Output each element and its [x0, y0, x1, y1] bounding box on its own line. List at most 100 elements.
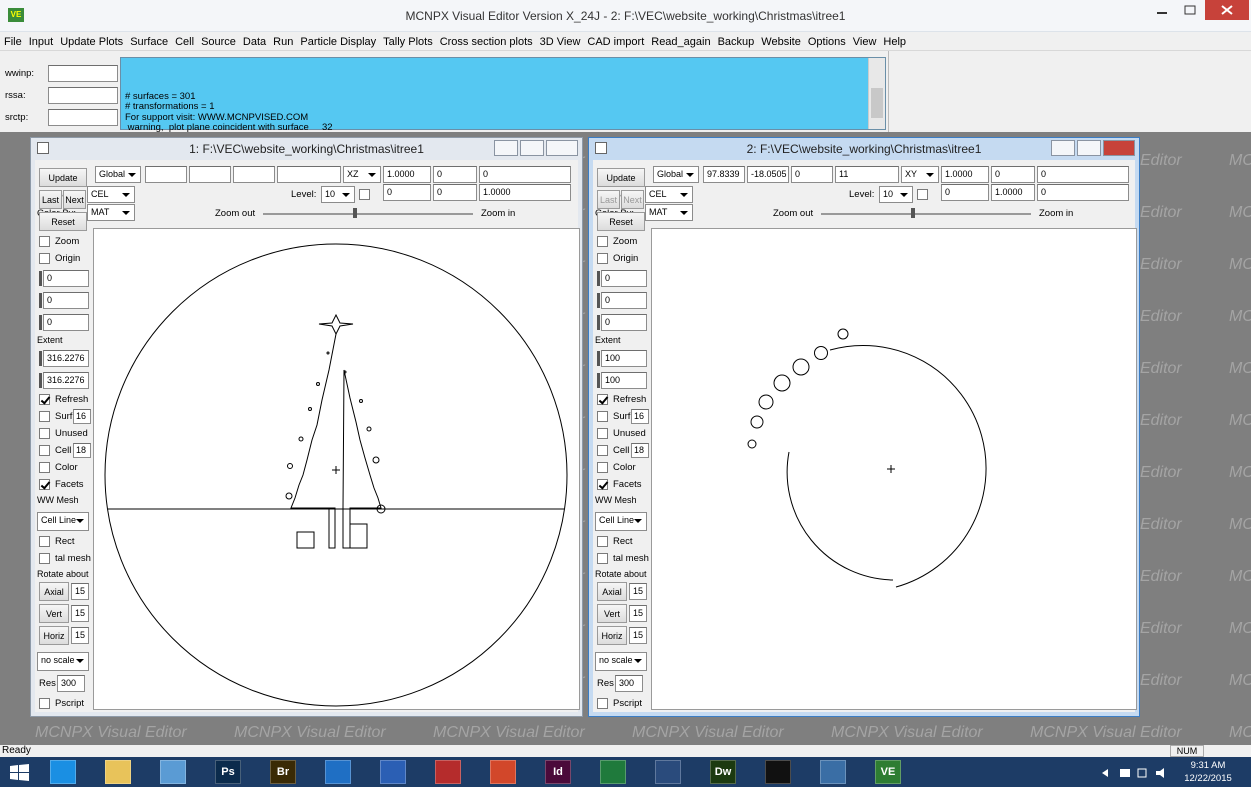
vector-field[interactable]: 0: [479, 166, 571, 183]
button[interactable]: Axial: [597, 582, 627, 601]
vector-field[interactable]: 1.0000: [383, 166, 431, 183]
slider-thumb[interactable]: [911, 208, 915, 218]
plane-select[interactable]: XY: [901, 166, 939, 183]
number-field[interactable]: 16: [73, 409, 91, 424]
menu-item[interactable]: Input: [29, 36, 53, 48]
button[interactable]: Vert: [39, 604, 69, 623]
taskbar-app[interactable]: [105, 760, 131, 784]
coord-field[interactable]: [145, 166, 187, 183]
text-input[interactable]: [48, 87, 118, 104]
number-field[interactable]: 0: [601, 292, 647, 309]
checkbox[interactable]: [597, 253, 608, 264]
coord-field[interactable]: -18.0505: [747, 166, 789, 183]
number-field[interactable]: 15: [71, 583, 89, 600]
maximize-button[interactable]: [1177, 0, 1203, 20]
checkbox[interactable]: [597, 479, 608, 490]
close-button[interactable]: [1103, 140, 1135, 156]
checkbox[interactable]: [597, 553, 608, 564]
taskbar-app[interactable]: [655, 760, 681, 784]
minimize-button[interactable]: [1148, 0, 1176, 20]
number-field[interactable]: 0: [43, 292, 89, 309]
button[interactable]: Axial: [39, 582, 69, 601]
menu-item[interactable]: View: [853, 36, 877, 48]
taskbar-app[interactable]: [820, 760, 846, 784]
button[interactable]: Next: [63, 190, 86, 209]
spin-bar[interactable]: [39, 373, 42, 388]
spin-bar[interactable]: [597, 351, 600, 366]
coord-field[interactable]: 11: [835, 166, 899, 183]
checkbox[interactable]: [39, 253, 50, 264]
menu-item[interactable]: Backup: [718, 36, 755, 48]
number-field[interactable]: 300: [615, 675, 643, 692]
checkbox[interactable]: [39, 462, 50, 473]
menu-item[interactable]: File: [4, 36, 22, 48]
menu-item[interactable]: Cross section plots: [440, 36, 533, 48]
minimize-button[interactable]: [1051, 140, 1075, 156]
checkbox[interactable]: [597, 462, 608, 473]
menu-item[interactable]: Help: [883, 36, 906, 48]
menu-item[interactable]: Update Plots: [60, 36, 123, 48]
color-select[interactable]: MAT: [645, 204, 693, 221]
taskbar-app[interactable]: [160, 760, 186, 784]
menu-item[interactable]: Tally Plots: [383, 36, 433, 48]
menu-item[interactable]: Read_again: [651, 36, 710, 48]
slider-thumb[interactable]: [353, 208, 357, 218]
dropdown[interactable]: no scale: [37, 652, 89, 671]
vector-field[interactable]: 0: [1037, 166, 1129, 183]
menu-item[interactable]: Data: [243, 36, 266, 48]
checkbox[interactable]: [39, 394, 50, 405]
checkbox[interactable]: [39, 445, 50, 456]
coord-field[interactable]: [189, 166, 231, 183]
checkbox[interactable]: [39, 428, 50, 439]
number-field[interactable]: 300: [57, 675, 85, 692]
number-field[interactable]: 0: [43, 314, 89, 331]
checkbox[interactable]: [597, 428, 608, 439]
number-field[interactable]: 15: [629, 605, 647, 622]
spin-bar[interactable]: [597, 293, 600, 308]
dropdown[interactable]: Cell Line: [37, 512, 89, 531]
level-checkbox[interactable]: [359, 189, 370, 200]
taskbar-app[interactable]: [50, 760, 76, 784]
coord-select[interactable]: Global: [95, 166, 141, 183]
level-checkbox[interactable]: [917, 189, 928, 200]
taskbar-app[interactable]: VE: [875, 760, 901, 784]
spin-bar[interactable]: [39, 271, 42, 286]
checkbox[interactable]: [39, 553, 50, 564]
taskbar-app[interactable]: [490, 760, 516, 784]
menu-item[interactable]: Website: [761, 36, 801, 48]
zoom-slider[interactable]: [821, 213, 1031, 215]
checkbox[interactable]: [597, 536, 608, 547]
button[interactable]: Reset: [597, 212, 645, 231]
taskbar-app[interactable]: [600, 760, 626, 784]
vector-field[interactable]: 1.0000: [991, 184, 1035, 201]
text-input[interactable]: [48, 65, 118, 82]
checkbox[interactable]: [597, 394, 608, 405]
number-field[interactable]: 100: [601, 350, 647, 367]
checkbox[interactable]: [597, 411, 608, 422]
menu-item[interactable]: Options: [808, 36, 846, 48]
taskbar-app[interactable]: [380, 760, 406, 784]
coord-field[interactable]: [233, 166, 275, 183]
number-field[interactable]: 15: [71, 627, 89, 644]
vector-field[interactable]: 0: [941, 184, 989, 201]
button[interactable]: Reset: [39, 212, 87, 231]
spin-bar[interactable]: [39, 315, 42, 330]
number-field[interactable]: 316.2276: [43, 372, 89, 389]
number-field[interactable]: 15: [71, 605, 89, 622]
number-field[interactable]: 0: [601, 314, 647, 331]
vector-field[interactable]: 1.0000: [479, 184, 571, 201]
number-field[interactable]: 0: [601, 270, 647, 287]
coord-field[interactable]: [277, 166, 341, 183]
dropdown[interactable]: no scale: [595, 652, 647, 671]
maximize-button[interactable]: [1077, 140, 1101, 156]
menu-item[interactable]: Source: [201, 36, 236, 48]
label-select[interactable]: CEL: [87, 186, 135, 203]
taskbar-app[interactable]: [325, 760, 351, 784]
start-button[interactable]: [10, 764, 30, 781]
menu-item[interactable]: 3D View: [540, 36, 581, 48]
menu-item[interactable]: Cell: [175, 36, 194, 48]
number-field[interactable]: 18: [631, 443, 649, 458]
spin-bar[interactable]: [597, 315, 600, 330]
plane-select[interactable]: XZ: [343, 166, 381, 183]
coord-field[interactable]: 0: [791, 166, 833, 183]
